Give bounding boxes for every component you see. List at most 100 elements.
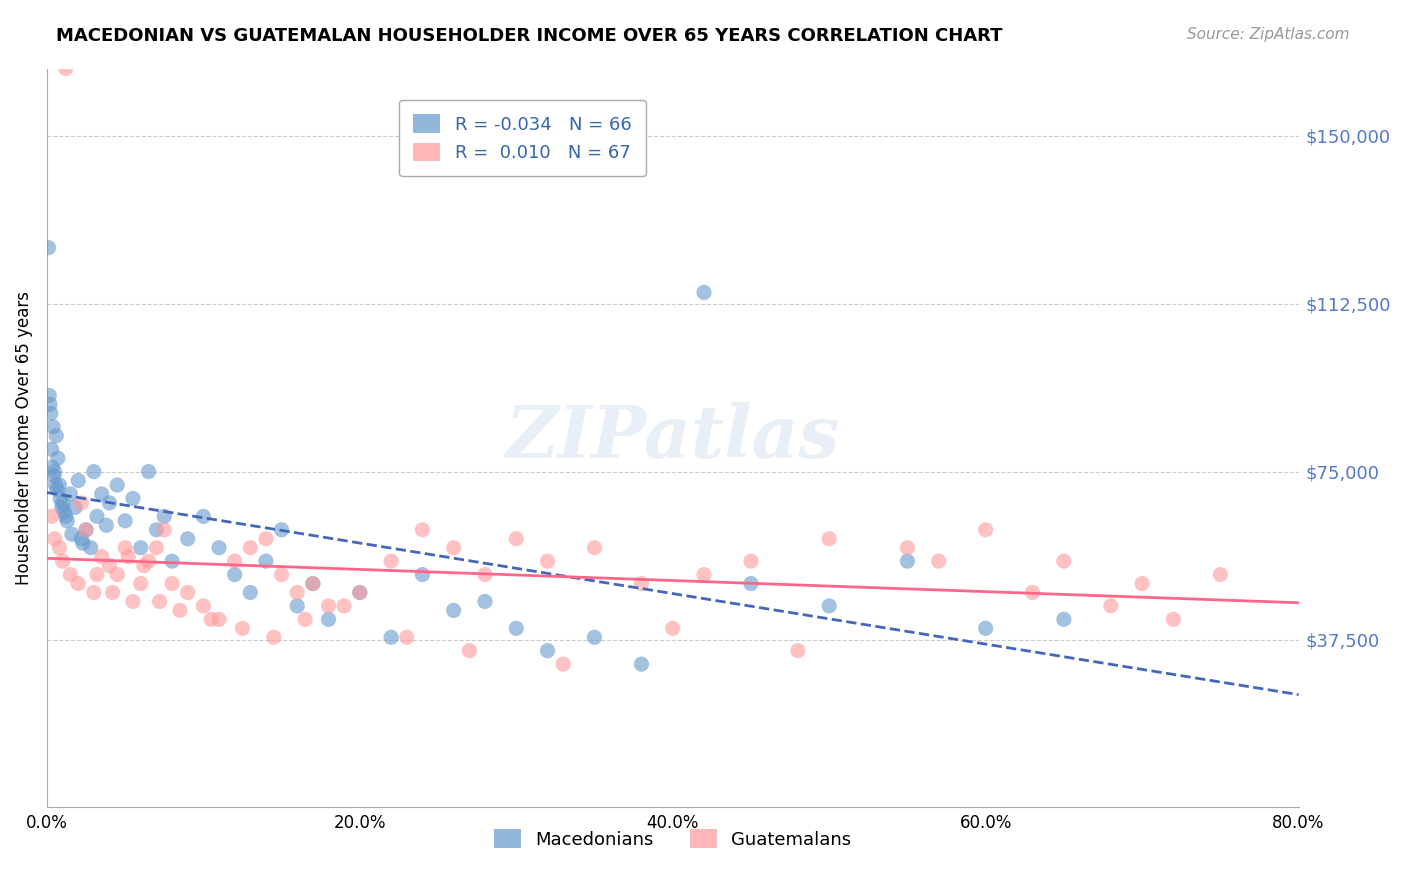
Point <box>974 523 997 537</box>
Point <box>349 585 371 599</box>
Point <box>553 657 575 672</box>
Point <box>443 541 465 555</box>
Y-axis label: Householder Income Over 65 years: Householder Income Over 65 years <box>15 291 32 585</box>
Point <box>505 532 527 546</box>
Point <box>474 567 496 582</box>
Point <box>536 554 558 568</box>
Point <box>122 594 145 608</box>
Point <box>55 62 77 76</box>
Point <box>83 585 105 599</box>
Point <box>48 541 70 555</box>
Point <box>41 442 63 457</box>
Point <box>44 465 66 479</box>
Point <box>39 406 62 420</box>
Point <box>114 514 136 528</box>
Point <box>44 532 66 546</box>
Point <box>86 567 108 582</box>
Point <box>51 500 73 515</box>
Point <box>1130 576 1153 591</box>
Point <box>37 241 59 255</box>
Point <box>101 585 124 599</box>
Text: Source: ZipAtlas.com: Source: ZipAtlas.com <box>1187 27 1350 42</box>
Point <box>928 554 950 568</box>
Point <box>105 478 128 492</box>
Point <box>270 523 292 537</box>
Point <box>75 523 97 537</box>
Point <box>294 612 316 626</box>
Point <box>193 599 215 613</box>
Point <box>302 576 325 591</box>
Point <box>138 554 160 568</box>
Point <box>160 576 183 591</box>
Point <box>583 630 606 644</box>
Point <box>786 643 808 657</box>
Point <box>70 532 93 546</box>
Point <box>1099 599 1122 613</box>
Point <box>458 643 481 657</box>
Point <box>239 585 262 599</box>
Point <box>505 621 527 635</box>
Point <box>67 474 90 488</box>
Point <box>42 419 65 434</box>
Point <box>138 465 160 479</box>
Point <box>818 532 841 546</box>
Point <box>83 465 105 479</box>
Point <box>380 554 402 568</box>
Point <box>55 509 77 524</box>
Point <box>67 576 90 591</box>
Point <box>896 554 918 568</box>
Point <box>44 478 66 492</box>
Point <box>254 554 277 568</box>
Point <box>630 657 652 672</box>
Point <box>86 509 108 524</box>
Point <box>318 612 340 626</box>
Point <box>254 532 277 546</box>
Point <box>90 549 112 564</box>
Point <box>285 599 308 613</box>
Point <box>45 429 67 443</box>
Point <box>263 630 285 644</box>
Text: ZIPatlas: ZIPatlas <box>506 402 839 474</box>
Point <box>177 532 200 546</box>
Point <box>474 594 496 608</box>
Point <box>411 567 433 582</box>
Point <box>285 585 308 599</box>
Point <box>318 599 340 613</box>
Point <box>90 487 112 501</box>
Point <box>122 491 145 506</box>
Point <box>46 483 69 497</box>
Point <box>333 599 356 613</box>
Point <box>38 388 60 402</box>
Point <box>153 523 176 537</box>
Point <box>96 518 118 533</box>
Point <box>224 567 246 582</box>
Point <box>193 509 215 524</box>
Point <box>129 541 152 555</box>
Point <box>51 496 73 510</box>
Legend: R = -0.034   N = 66, R =  0.010   N = 67: R = -0.034 N = 66, R = 0.010 N = 67 <box>399 100 647 177</box>
Point <box>302 576 325 591</box>
Point <box>41 460 63 475</box>
Point <box>48 478 70 492</box>
Point <box>63 500 86 515</box>
Point <box>59 487 82 501</box>
Point <box>395 630 418 644</box>
Point <box>129 576 152 591</box>
Point <box>60 527 83 541</box>
Point <box>80 541 103 555</box>
Point <box>208 541 231 555</box>
Point <box>70 496 93 510</box>
Point <box>72 536 94 550</box>
Point <box>896 541 918 555</box>
Point <box>239 541 262 555</box>
Point <box>39 397 62 411</box>
Point <box>1053 554 1076 568</box>
Point <box>583 541 606 555</box>
Point <box>231 621 253 635</box>
Point <box>630 576 652 591</box>
Point <box>536 643 558 657</box>
Point <box>1053 612 1076 626</box>
Point <box>51 554 73 568</box>
Point <box>160 554 183 568</box>
Point <box>132 558 155 573</box>
